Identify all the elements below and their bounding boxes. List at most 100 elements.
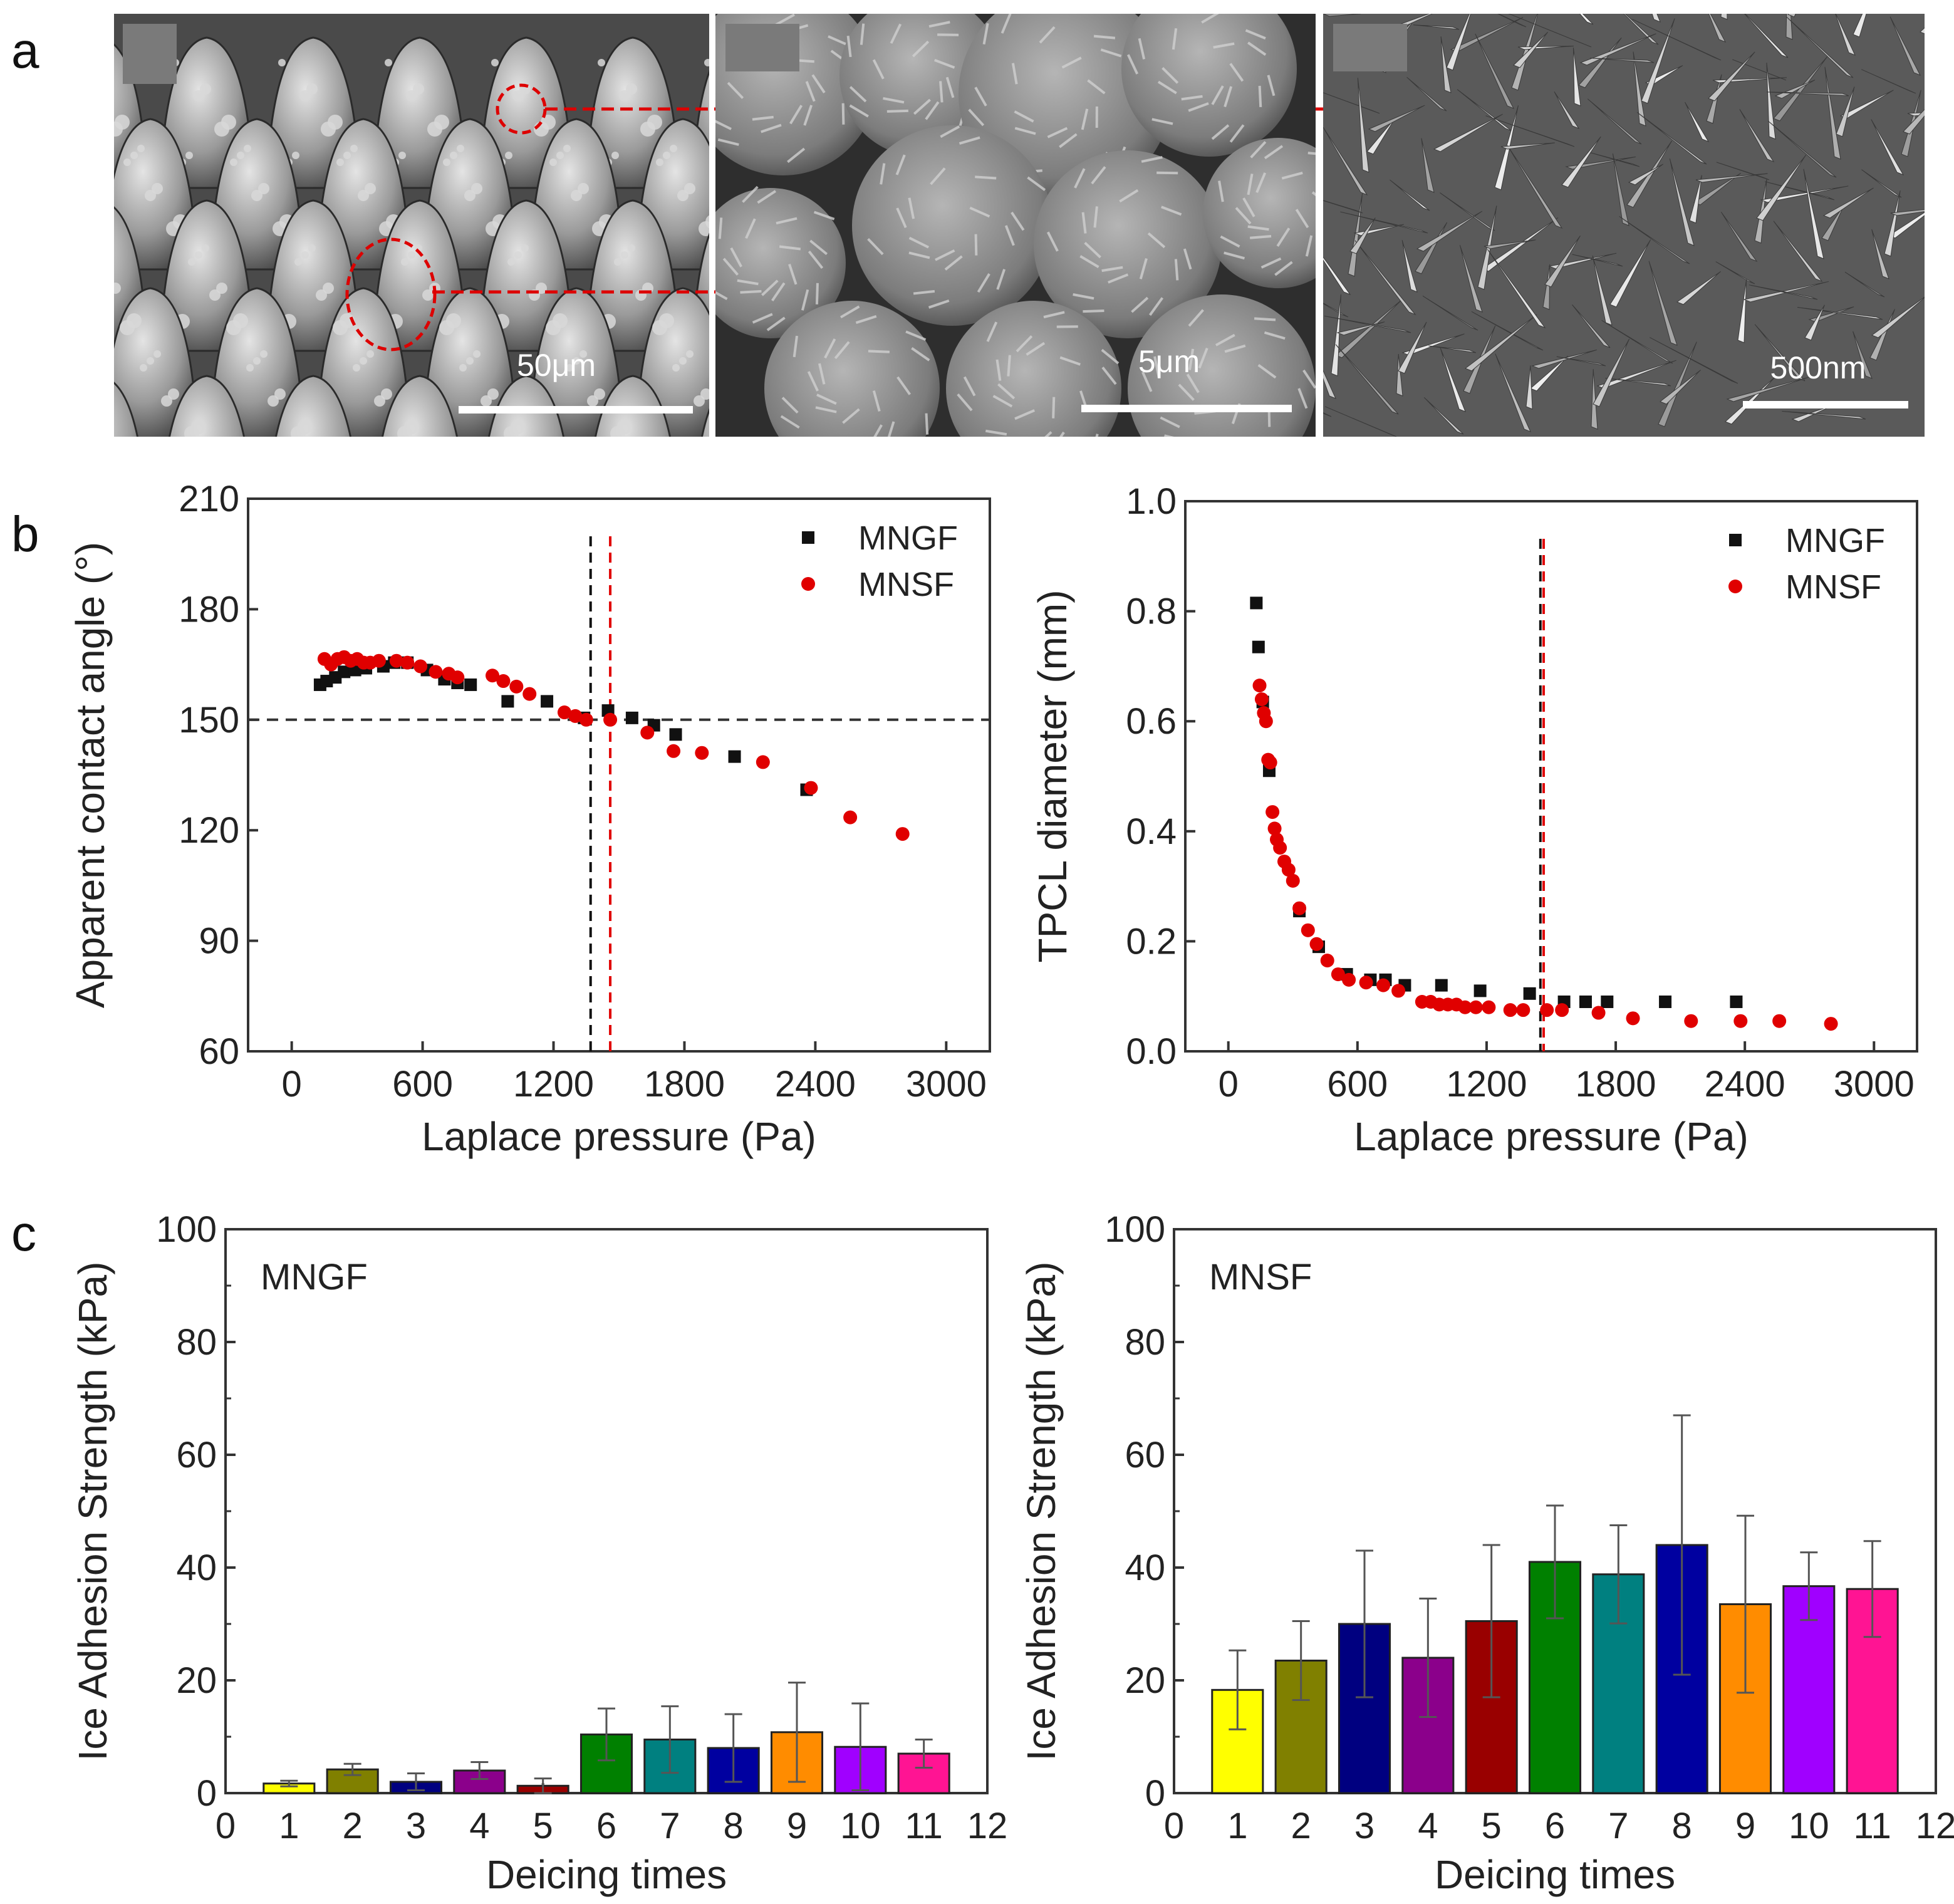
- x-tick-label: 8: [1672, 1806, 1692, 1846]
- sem-nanosheet: [1749, 284, 1818, 300]
- sem-flake: [1258, 85, 1262, 108]
- sem-flake: [1091, 166, 1106, 185]
- x-tick-label: 2400: [1705, 1064, 1785, 1105]
- sem-nanosheet: [1708, 51, 1755, 101]
- sem-particle: [123, 159, 131, 166]
- data-point-mnsf: [389, 653, 403, 668]
- x-tick-label: 5: [533, 1806, 553, 1846]
- sem-nanosheet: [1853, 331, 1873, 379]
- sem-flake: [1007, 355, 1011, 377]
- sem-particle: [114, 283, 121, 294]
- x-tick-label: 11: [905, 1806, 943, 1846]
- x-axis-label: Laplace pressure (Pa): [1354, 1114, 1749, 1159]
- panel-label-a: a: [11, 23, 39, 78]
- data-point-mngf: [1435, 979, 1448, 992]
- sem-particle: [103, 289, 114, 301]
- sem-flake: [1079, 255, 1099, 268]
- sem-flake: [717, 138, 739, 146]
- sem-particle: [549, 159, 557, 166]
- sem-particle: [278, 59, 286, 66]
- sem-particle: [626, 83, 637, 95]
- sem-particle: [408, 251, 415, 259]
- data-point-mnsf: [579, 712, 593, 727]
- sem-flake: [849, 104, 869, 118]
- sem-particle: [211, 463, 219, 471]
- sem-cone: [114, 382, 138, 437]
- sem-flake: [752, 313, 773, 324]
- sem-particle: [398, 152, 406, 159]
- data-point-mnsf: [1540, 1003, 1554, 1017]
- sem-nanosheet: [1530, 355, 1568, 392]
- data-point-mngf: [464, 678, 477, 691]
- sem-nanosheet: [1323, 92, 1380, 114]
- sem-nanosheet: [1440, 36, 1452, 93]
- scale-bar-label-2: 5μm: [1138, 344, 1200, 379]
- sem-flake: [890, 23, 902, 44]
- sem-nanosheet: [1861, 169, 1902, 198]
- sem-nanosheet: [1513, 31, 1549, 68]
- sem-flake: [781, 397, 799, 414]
- sem-flake: [1224, 344, 1246, 353]
- x-tick-label: 2: [1291, 1806, 1311, 1846]
- sem-flake: [1157, 0, 1167, 10]
- sem-flake: [1211, 124, 1230, 140]
- data-point-mngf: [1579, 995, 1592, 1008]
- sem-flake: [841, 103, 845, 125]
- data-point-mngf: [1730, 995, 1743, 1008]
- sem-flake: [1147, 232, 1166, 249]
- sem-flake: [895, 154, 906, 175]
- sem-nanosheet: [1323, 303, 1349, 318]
- sem-flake: [1305, 235, 1313, 257]
- x-tick-label: 600: [392, 1064, 453, 1105]
- sem-particle: [204, 470, 212, 477]
- data-point-mnsf: [1458, 1000, 1472, 1014]
- plot-frame: [247, 497, 991, 1053]
- data-point-mnsf: [1468, 1000, 1483, 1014]
- sem-nanosheet: [1785, 14, 1793, 40]
- data-point-mnsf: [1301, 923, 1315, 937]
- x-axis-label: Deicing times: [486, 1852, 727, 1897]
- sem-flower: [1128, 294, 1316, 437]
- data-point-mnsf: [509, 679, 524, 694]
- sem-nanosheet: [1591, 369, 1598, 430]
- data-point-mnsf: [1286, 873, 1300, 888]
- sem-flake: [842, 408, 860, 424]
- sem-particle: [637, 463, 645, 471]
- sem-particle: [292, 152, 299, 159]
- data-point-mnsf: [1342, 972, 1356, 987]
- sem-flake: [805, 81, 816, 102]
- sem-flake: [1052, 397, 1056, 419]
- sem-particle: [541, 115, 556, 130]
- sem-flake: [730, 247, 742, 268]
- sem-nanosheet: [1323, 14, 1361, 17]
- sem-nanosheet: [1676, 271, 1721, 305]
- sem-nanosheet: [1658, 341, 1697, 427]
- sem-flake: [722, 258, 739, 276]
- sem-particle: [573, 357, 580, 365]
- sem-flake: [860, 23, 865, 45]
- sem-nanosheet: [1844, 271, 1885, 298]
- sem-particle: [514, 251, 522, 259]
- sem-flake: [1126, 54, 1139, 75]
- sem-flake: [1046, 231, 1059, 252]
- x-tick-label: 9: [787, 1806, 807, 1846]
- panel-label-b: b: [11, 506, 39, 562]
- sem-flake: [1220, 235, 1240, 248]
- x-tick-label: 0: [1164, 1806, 1184, 1846]
- sem-flake: [1178, 383, 1195, 401]
- sem-nanosheet: [1612, 153, 1629, 226]
- sem-particle: [233, 313, 248, 328]
- sem-particle: [431, 456, 439, 464]
- sem-flake: [1004, 225, 1015, 246]
- sem-nanosheet: [1572, 254, 1623, 267]
- sem-nanosheet: [1556, 356, 1606, 367]
- data-point-mnsf: [1331, 967, 1345, 982]
- sem-nanosheet: [1782, 410, 1866, 420]
- sem-particle: [507, 258, 515, 266]
- data-point-mnsf: [1252, 679, 1267, 693]
- x-tick-label: 8: [724, 1806, 744, 1846]
- sem-nanosheet: [1660, 370, 1701, 405]
- y-tick-label: 20: [1125, 1660, 1165, 1701]
- sem-particle: [308, 244, 316, 252]
